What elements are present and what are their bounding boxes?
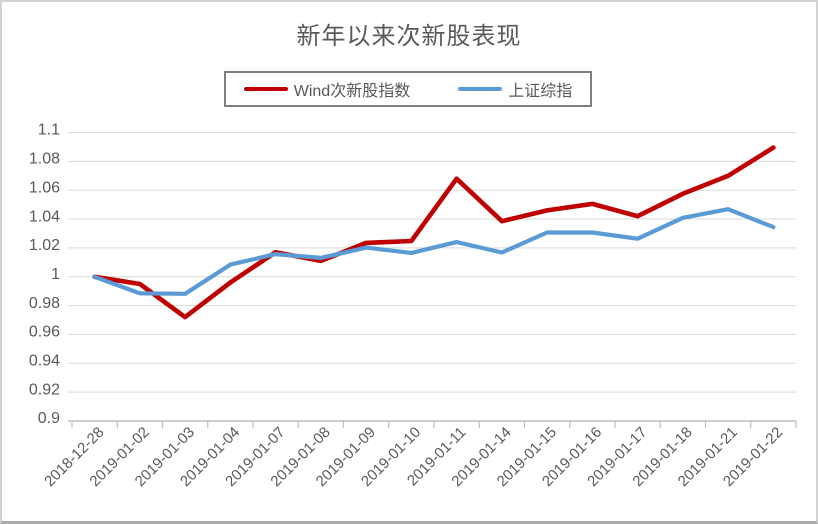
x-axis-ticks [71, 421, 797, 428]
legend-item-sse-index: 上证综指 [458, 77, 572, 101]
legend-item-wind-index: Wind次新股指数 [243, 77, 411, 101]
legend-swatch-red [243, 87, 288, 91]
legend-label: 上证综指 [508, 83, 573, 100]
legend-swatch-blue [458, 87, 503, 91]
legend: Wind次新股指数 上证综指 [224, 71, 592, 107]
y-tick-label: 0.92 [29, 381, 60, 398]
y-tick-label: 1.06 [29, 179, 60, 196]
y-tick-label: 0.98 [29, 295, 60, 312]
chart-title: 新年以来次新股表现 [296, 23, 522, 50]
x-axis-labels: 2018-12-282019-01-022019-01-032019-01-04… [41, 424, 786, 490]
y-tick-label: 1.02 [29, 237, 60, 254]
y-tick-label: 0.94 [29, 353, 60, 370]
y-tick-label: 1.04 [29, 208, 60, 225]
y-tick-label: 0.96 [29, 324, 60, 341]
legend-label: Wind次新股指数 [293, 83, 411, 100]
series-line-0 [92, 145, 776, 320]
y-tick-label: 1.1 [38, 122, 60, 139]
y-tick-label: 1 [51, 266, 60, 283]
y-tick-label: 0.9 [38, 410, 60, 427]
series-line-1 [92, 207, 776, 296]
gridlines [68, 132, 796, 422]
y-tick-label: 1.08 [29, 151, 60, 168]
y-axis-labels: 1.1 1.08 1.06 1.04 1.02 1 0.98 0.96 0.94 0.92 0.9 [29, 122, 60, 428]
